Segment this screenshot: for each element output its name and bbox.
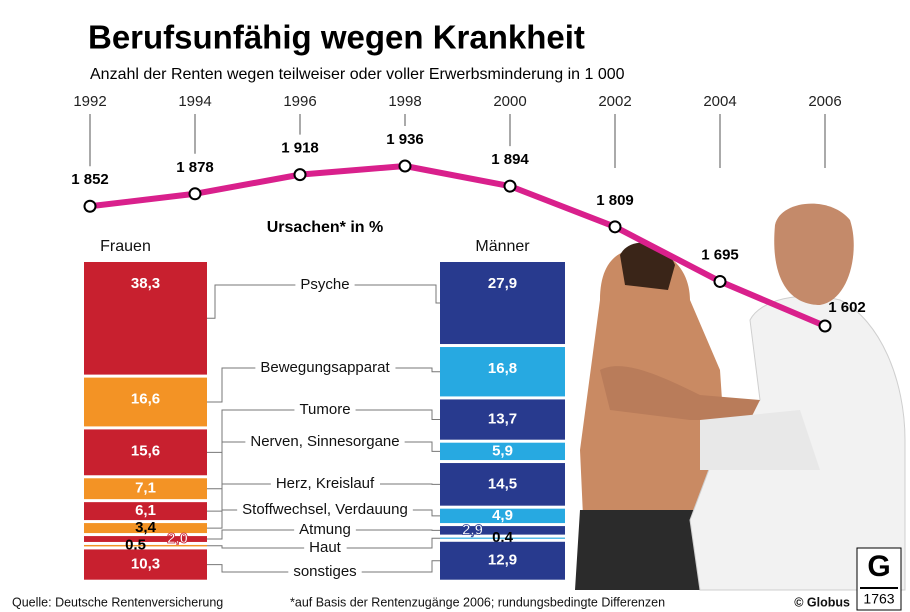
bar-title: Ursachen* in % <box>267 219 383 236</box>
source: Quelle: Deutsche Rentenversicherung <box>12 595 223 609</box>
category-label: Tumore <box>299 401 350 418</box>
series-name: Männer <box>475 238 530 255</box>
x-tick-label: 1996 <box>283 93 316 110</box>
category-label: Nerven, Sinnesorgane <box>250 433 399 450</box>
value-label: 1 695 <box>701 246 739 263</box>
credit: © Globus <box>794 595 850 609</box>
category-label: sonstiges <box>293 563 356 580</box>
value-label: 1 936 <box>386 131 424 148</box>
logo-number: 1763 <box>863 591 894 607</box>
point <box>610 221 621 232</box>
category-label: Bewegungsapparat <box>260 359 390 376</box>
series-name: Frauen <box>100 238 151 255</box>
x-tick-label: 2004 <box>703 93 736 110</box>
value-label: 3,4 <box>135 519 157 536</box>
point <box>715 276 726 287</box>
point <box>85 201 96 212</box>
x-tick-label: 2000 <box>493 93 526 110</box>
subtitle: Anzahl der Renten wegen teilweiser oder … <box>90 66 625 83</box>
x-tick-label: 2006 <box>808 93 841 110</box>
value-label: 16,6 <box>131 391 160 408</box>
x-tick-label: 1992 <box>73 93 106 110</box>
value-label: 1 809 <box>596 192 634 209</box>
value-label: 7,1 <box>135 480 156 497</box>
point <box>505 181 516 192</box>
point <box>190 188 201 199</box>
value-label: 38,3 <box>131 275 160 292</box>
value-label: 2,0 <box>167 530 188 547</box>
value-label: 2,9 <box>462 521 483 538</box>
value-label: 13,7 <box>488 411 517 428</box>
x-tick-label: 1998 <box>388 93 421 110</box>
value-label: 1 894 <box>491 151 529 168</box>
value-label: 1 918 <box>281 140 319 157</box>
x-tick-label: 1994 <box>178 93 211 110</box>
value-label: 5,9 <box>492 442 513 459</box>
value-label: 4,9 <box>492 507 513 524</box>
logo: G <box>867 550 890 583</box>
point <box>820 321 831 332</box>
value-label: 16,8 <box>488 360 517 377</box>
value-label: 10,3 <box>131 556 160 573</box>
value-label: 15,6 <box>131 442 160 459</box>
point <box>400 161 411 172</box>
category-label: Stoffwechsel, Verdauung <box>242 501 408 518</box>
category-label: Atmung <box>299 521 351 538</box>
footnote: *auf Basis der Rentenzugänge 2006; rundu… <box>290 595 665 609</box>
value-label: 6,1 <box>135 502 156 519</box>
value-label: 14,5 <box>488 475 517 492</box>
value-label: 1 878 <box>176 159 214 176</box>
point <box>295 169 306 180</box>
value-label: 27,9 <box>488 275 517 292</box>
value-label: 1 852 <box>71 171 109 188</box>
value-label: 12,9 <box>488 552 517 569</box>
x-tick-label: 2002 <box>598 93 631 110</box>
category-label: Haut <box>309 539 342 556</box>
category-label: Herz, Kreislauf <box>276 475 375 492</box>
value-label: 1 602 <box>828 299 866 316</box>
category-label: Psyche <box>300 276 349 293</box>
infographic: Berufsunfähig wegen Krankheit Anzahl der… <box>0 0 910 612</box>
title: Berufsunfähig wegen Krankheit <box>88 19 585 56</box>
